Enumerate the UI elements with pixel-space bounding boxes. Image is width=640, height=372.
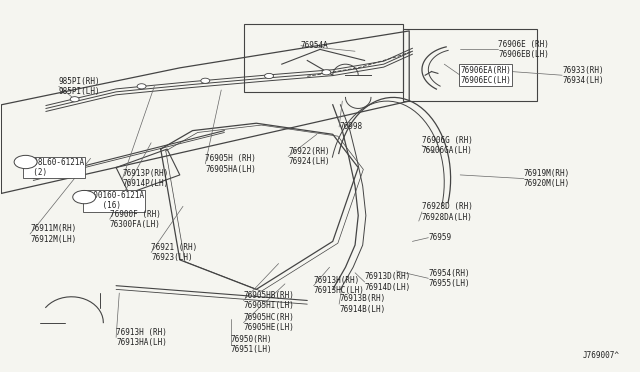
Text: 76905HC(RH)
76905HE(LH): 76905HC(RH) 76905HE(LH) (244, 313, 294, 332)
Text: J769007^: J769007^ (582, 350, 620, 359)
Text: 76922(RH)
76924(LH): 76922(RH) 76924(LH) (288, 147, 330, 166)
Text: 76913H(RH)
76913HC(LH): 76913H(RH) 76913HC(LH) (314, 276, 365, 295)
Text: 76913B(RH)
76914B(LH): 76913B(RH) 76914B(LH) (339, 295, 385, 314)
Text: 76905H (RH)
76905HA(LH): 76905H (RH) 76905HA(LH) (205, 154, 256, 174)
Text: B 08L60-6121A
  (2): B 08L60-6121A (2) (24, 158, 84, 177)
Circle shape (14, 155, 37, 169)
Circle shape (201, 78, 210, 83)
Text: 76921 (RH)
76923(LH): 76921 (RH) 76923(LH) (151, 243, 197, 262)
Text: 76959: 76959 (428, 233, 451, 242)
Text: 76954A: 76954A (301, 41, 328, 50)
Text: 76954(RH)
76955(LH): 76954(RH) 76955(LH) (428, 269, 470, 288)
Text: 76911M(RH)
76912M(LH): 76911M(RH) 76912M(LH) (30, 224, 76, 244)
Text: B: B (82, 194, 87, 200)
Text: 76998: 76998 (339, 122, 362, 131)
Text: B: B (23, 159, 28, 165)
Text: 985PI(RH)
985PI(LH): 985PI(RH) 985PI(LH) (59, 77, 100, 96)
Circle shape (73, 190, 96, 204)
Text: B 00160-6121A
    (16): B 00160-6121A (16) (84, 191, 145, 211)
Circle shape (70, 97, 79, 102)
Text: 76906EA(RH)
76906EC(LH): 76906EA(RH) 76906EC(LH) (460, 65, 511, 85)
Text: 76905HB(RH)
76905HI(LH): 76905HB(RH) 76905HI(LH) (244, 291, 294, 310)
Text: 76933(RH)
76934(LH): 76933(RH) 76934(LH) (562, 65, 604, 85)
Text: 76913P(RH)
76914P(LH): 76913P(RH) 76914P(LH) (122, 169, 169, 188)
Text: 76928D (RH)
76928DA(LH): 76928D (RH) 76928DA(LH) (422, 202, 473, 222)
Text: 76913D(RH)
76914D(LH): 76913D(RH) 76914D(LH) (365, 272, 411, 292)
Circle shape (322, 70, 331, 75)
Circle shape (264, 73, 273, 78)
Text: 76906E (RH)
76906EB(LH): 76906E (RH) 76906EB(LH) (499, 40, 549, 59)
Text: 76913H (RH)
76913HA(LH): 76913H (RH) 76913HA(LH) (116, 328, 167, 347)
Text: 76906G (RH)
76906GA(LH): 76906G (RH) 76906GA(LH) (422, 136, 473, 155)
Text: 76919M(RH)
76920M(LH): 76919M(RH) 76920M(LH) (524, 169, 570, 188)
Text: 76950(RH)
76951(LH): 76950(RH) 76951(LH) (231, 335, 273, 355)
Text: 76900F (RH)
76300FA(LH): 76900F (RH) 76300FA(LH) (109, 209, 161, 229)
Circle shape (137, 84, 146, 89)
